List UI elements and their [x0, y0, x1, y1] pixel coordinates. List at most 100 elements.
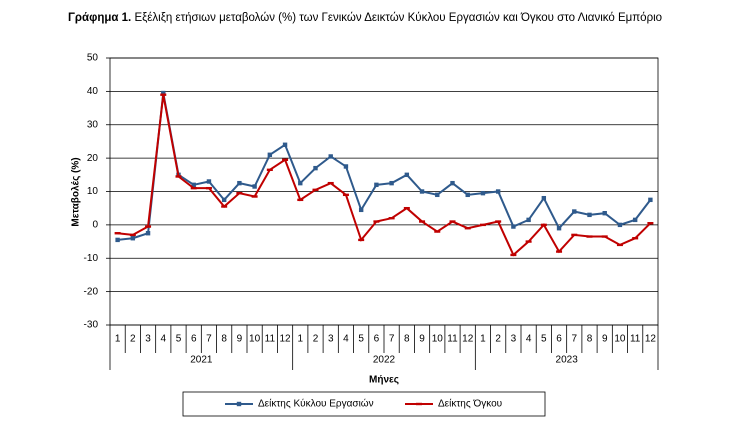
y-tick-label: -20: [84, 286, 99, 297]
point: [114, 232, 121, 235]
x-tick-label: 6: [556, 334, 562, 345]
x-tick-label: 4: [160, 334, 166, 345]
x-tick-label: 12: [645, 334, 657, 345]
point: [374, 182, 379, 188]
point: [328, 154, 333, 159]
point: [435, 192, 440, 198]
point: [617, 222, 623, 228]
x-tick-label: 6: [191, 334, 197, 345]
point: [572, 209, 577, 214]
point: [403, 206, 410, 210]
x-tick-label: 11: [265, 334, 276, 345]
point: [206, 179, 212, 184]
y-tick-label: 40: [87, 86, 99, 97]
point: [343, 164, 349, 169]
y-tick-label: 0: [92, 220, 98, 231]
x-tick-label: 3: [145, 334, 151, 345]
point: [160, 93, 167, 96]
point: [449, 220, 456, 223]
legend-marker: [416, 402, 422, 406]
point: [221, 205, 228, 208]
point: [419, 189, 425, 194]
point: [556, 226, 562, 231]
x-tick-label: 2: [495, 334, 501, 345]
point: [251, 195, 258, 198]
point: [540, 223, 547, 227]
x-tick-label: 12: [462, 334, 474, 345]
point: [388, 217, 395, 220]
point: [252, 184, 257, 189]
point: [389, 180, 394, 186]
point: [327, 181, 334, 185]
point: [541, 195, 547, 201]
point: [373, 220, 380, 223]
point: [495, 189, 501, 194]
point: [313, 165, 318, 171]
group-label: 2022: [373, 355, 396, 366]
point: [586, 235, 593, 238]
point: [130, 236, 136, 241]
y-axis-label: Μεταβολές (%): [71, 157, 82, 226]
x-tick-label: 10: [432, 334, 444, 345]
group-label: 2023: [556, 355, 579, 366]
point: [480, 190, 486, 196]
point: [556, 250, 563, 253]
title-prefix: Γράφημα 1.: [68, 12, 131, 24]
x-tick-label: 7: [571, 334, 577, 345]
point: [267, 152, 273, 157]
x-tick-label: 8: [221, 334, 227, 345]
point: [526, 217, 531, 223]
point: [236, 191, 243, 195]
x-tick-label: 1: [480, 334, 486, 345]
legend-box: [182, 391, 546, 417]
point: [145, 225, 152, 228]
point: [342, 193, 349, 197]
x-tick-label: 2: [130, 334, 136, 345]
point: [282, 142, 288, 147]
point: [191, 182, 196, 188]
point: [404, 172, 410, 178]
y-tick-label: 30: [87, 119, 99, 130]
chart-title: Γράφημα 1. Εξέλιξη ετήσιων μεταβολών (%)…: [68, 12, 662, 24]
x-tick-label: 1: [297, 334, 303, 345]
title-text: Εξέλιξη ετήσιων μεταβολών (%) των Γενικώ…: [134, 12, 662, 24]
x-tick-label: 3: [328, 334, 334, 345]
x-tick-label: 11: [447, 334, 458, 345]
point: [601, 235, 608, 238]
point: [616, 243, 623, 247]
point: [205, 186, 212, 190]
x-tick-label: 8: [587, 334, 593, 345]
x-tick-label: 11: [630, 334, 641, 345]
legend-label: Δείκτης Όγκου: [438, 398, 502, 410]
point: [465, 192, 470, 198]
point: [525, 240, 532, 243]
point: [298, 180, 303, 186]
point: [419, 220, 426, 223]
point: [647, 222, 654, 225]
x-tick-label: 1: [115, 334, 121, 345]
point: [602, 210, 607, 216]
point: [450, 180, 455, 186]
legend-marker: [236, 401, 242, 407]
point: [479, 223, 486, 227]
point: [358, 207, 364, 213]
point: [190, 186, 197, 190]
x-tick-label: 9: [602, 334, 608, 345]
point: [511, 224, 516, 229]
point: [632, 237, 639, 240]
x-tick-label: 7: [389, 334, 395, 345]
point: [632, 217, 638, 223]
y-tick-label: 20: [87, 153, 99, 164]
point: [587, 212, 592, 218]
x-tick-label: 10: [249, 334, 261, 345]
point: [648, 197, 653, 203]
point: [358, 238, 365, 242]
x-tick-label: 5: [176, 334, 182, 345]
x-tick-label: 9: [419, 334, 425, 345]
point: [221, 197, 227, 203]
point: [115, 237, 120, 243]
x-tick-label: 8: [404, 334, 410, 345]
x-tick-label: 10: [614, 334, 626, 345]
x-tick-label: 7: [206, 334, 212, 345]
